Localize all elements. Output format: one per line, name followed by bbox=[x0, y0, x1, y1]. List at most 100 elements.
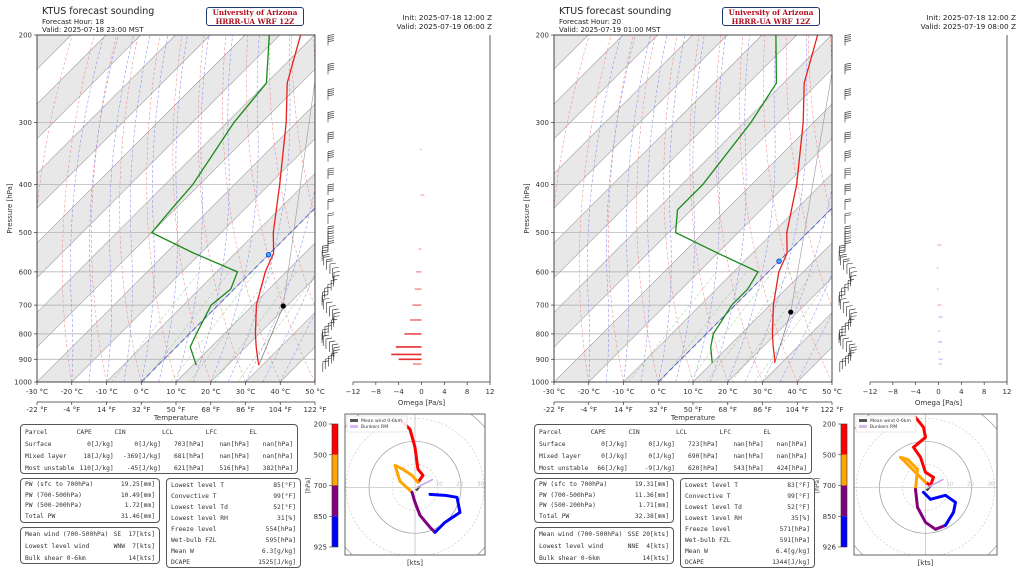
table-cell: 52[°F] bbox=[787, 504, 810, 511]
isotherm-line bbox=[762, 312, 832, 382]
isotherm-band bbox=[0, 35, 2, 382]
barb-flag bbox=[333, 346, 340, 349]
table-cell: PW (700-500hPa) bbox=[25, 491, 82, 499]
barb-flag bbox=[844, 183, 852, 186]
isotherm-line bbox=[554, 35, 728, 209]
brand-line1: University of Arizona bbox=[728, 8, 814, 17]
barb-flag bbox=[843, 258, 850, 260]
table-cell: 723[hPa] bbox=[687, 440, 719, 448]
barb-flag bbox=[327, 67, 335, 69]
table-cell: Parcel bbox=[539, 428, 562, 436]
wind-barb bbox=[327, 212, 335, 224]
isotherm-line bbox=[37, 35, 107, 105]
omega-tick-label: −4 bbox=[394, 388, 405, 396]
dry-adiabat bbox=[874, 35, 1005, 382]
table-cell: 0[J/kg] bbox=[601, 440, 628, 448]
x-tick-label-c: -20 °C bbox=[578, 388, 600, 396]
wind-barb bbox=[322, 290, 329, 302]
barb-flag bbox=[332, 343, 339, 346]
barb-flag bbox=[327, 183, 335, 186]
chart-title: KTUS forecast sounding bbox=[559, 6, 672, 17]
wind-barb bbox=[322, 334, 330, 346]
valid-local: Valid: 2025-07-19 01:00 MST bbox=[559, 26, 661, 34]
pw-table: PW (sfc to 700hPa) 19.31[mm] PW (700-500hP… bbox=[534, 478, 674, 523]
x-axis-label: Temperature bbox=[153, 414, 198, 422]
isotherm-line bbox=[831, 381, 832, 382]
table-cell: PW (sfc to 700hPa) bbox=[25, 480, 94, 488]
hodograph-trace bbox=[899, 455, 927, 491]
barb-flag bbox=[844, 137, 852, 140]
barb-flag bbox=[839, 290, 846, 293]
x-tick-label-c: 0 °C bbox=[134, 388, 149, 396]
barb-flag bbox=[844, 117, 852, 119]
wind-barb bbox=[332, 266, 339, 279]
valid-utc: Valid: 2025-07-19 08:00 Z bbox=[920, 21, 1016, 31]
table-row: Mean wind (700-500hPa) SE 17[kts] bbox=[21, 528, 159, 540]
wind-barb bbox=[844, 183, 852, 195]
table-row: Wet-bulb FZL 595[hPa] bbox=[167, 535, 300, 546]
hodograph-trace bbox=[428, 492, 462, 534]
table-row: Surface 0[J/kg] 0[J/kg] 723[hPa] nan[hPa] nan… bbox=[535, 438, 811, 450]
barb-flag bbox=[327, 92, 335, 94]
omega-tick-label: −4 bbox=[911, 388, 922, 396]
table-cell: 14[kts] bbox=[128, 554, 155, 562]
table-cell: Lowest level wind bbox=[25, 542, 90, 550]
barb-flag bbox=[839, 246, 846, 249]
isotherm-line bbox=[692, 242, 832, 382]
freezing-isotherm bbox=[140, 207, 315, 382]
dry-adiabat bbox=[853, 35, 972, 382]
table-cell: nan[hPa] bbox=[219, 440, 250, 448]
wind-barb bbox=[842, 301, 850, 313]
table-cell: 591[hPa] bbox=[779, 537, 810, 544]
wind-barb bbox=[329, 340, 336, 352]
table-cell: Lowest level T bbox=[685, 482, 739, 489]
table-row: Lowest level T 85[°F] bbox=[167, 480, 300, 491]
wind-barb bbox=[327, 63, 335, 75]
wind-barb bbox=[321, 249, 329, 261]
dry-adiabat bbox=[1006, 35, 1024, 382]
barb-flag bbox=[846, 305, 853, 307]
wind-barb bbox=[838, 331, 846, 343]
legend-swatch-mean bbox=[350, 419, 358, 422]
dry-adiabat bbox=[830, 35, 832, 68]
wind-barb bbox=[327, 167, 335, 179]
omega-tick-label: 12 bbox=[1003, 388, 1012, 396]
isotherm-band bbox=[37, 35, 315, 348]
barb-flag bbox=[840, 334, 847, 337]
x-tick-label-f: 104 °F bbox=[269, 406, 292, 414]
omega-tick-label: −8 bbox=[888, 388, 898, 396]
barb-flag bbox=[327, 200, 335, 203]
hodograph-trace bbox=[398, 417, 425, 484]
wind-barb bbox=[842, 337, 850, 349]
barb-flag bbox=[841, 325, 849, 327]
wind-barb bbox=[325, 337, 333, 349]
isotherm-line bbox=[37, 35, 211, 209]
legend-swatch-bunkers bbox=[350, 425, 358, 428]
x-tick-label-c: 0 °C bbox=[651, 388, 666, 396]
table-cell: PW (500-200hPa) bbox=[25, 502, 82, 510]
barb-flag bbox=[849, 308, 856, 311]
table-cell: Surface bbox=[25, 440, 52, 448]
colorbar-label: 925 bbox=[314, 544, 327, 552]
x-tick-label-f: 14 °F bbox=[614, 406, 633, 414]
table-cell: Most unstable bbox=[539, 464, 589, 472]
barb-flag bbox=[844, 189, 852, 192]
wind-barb bbox=[850, 312, 857, 324]
sounding-panel-f20: KTUS forecast sounding Forecast Hour: 20… bbox=[512, 0, 1024, 572]
table-cell: Mixed layer bbox=[25, 452, 67, 460]
barb-flag bbox=[327, 225, 335, 228]
table-row: Parcel CAPE CIN LCL LFC EL bbox=[535, 426, 811, 438]
table-cell: DCAPE bbox=[171, 559, 190, 566]
x-tick-label-c: 10 °C bbox=[166, 388, 186, 396]
barb-flag bbox=[326, 301, 333, 304]
dry-adiabat bbox=[689, 35, 729, 382]
sounding-panel-f18: KTUS forecast sounding Forecast Hour: 18… bbox=[0, 6, 494, 568]
barb-flag bbox=[844, 90, 852, 92]
freeze-level-marker bbox=[776, 258, 782, 264]
hodo-ring-label: 20 bbox=[967, 481, 974, 487]
barb-flag bbox=[844, 34, 852, 36]
table-cell: 18[J/kg] bbox=[83, 452, 114, 460]
wind-barb bbox=[844, 212, 852, 224]
wind-barb bbox=[850, 315, 857, 327]
